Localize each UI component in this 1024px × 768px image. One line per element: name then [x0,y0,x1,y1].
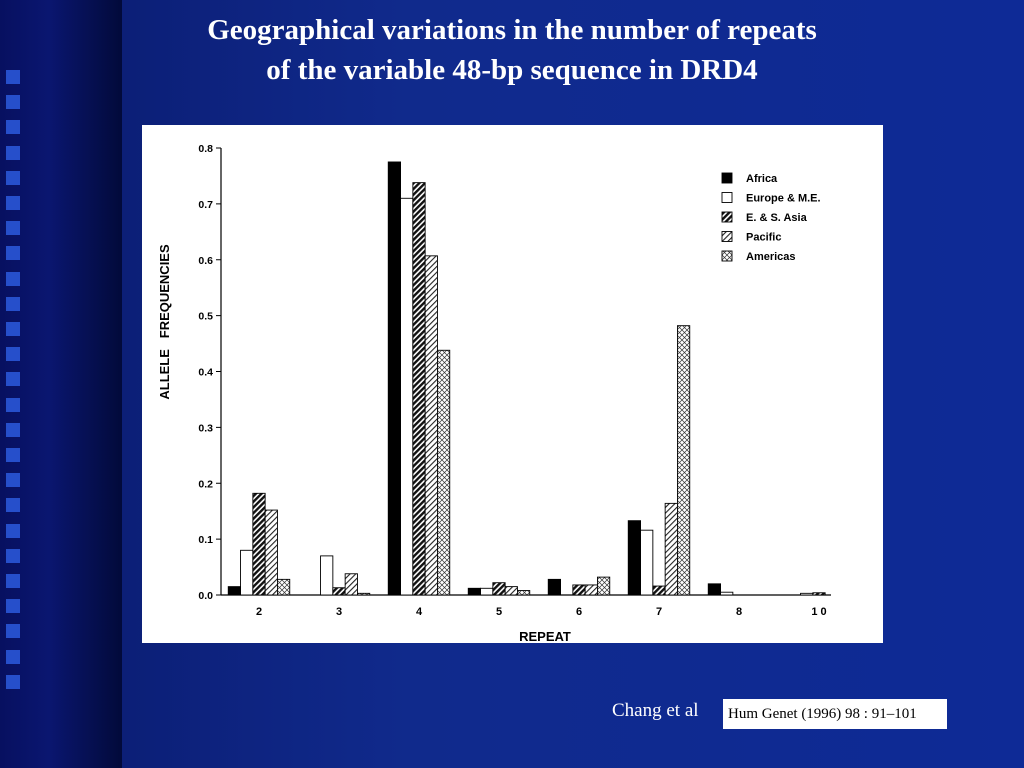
side-square [6,372,20,387]
legend-swatch [721,250,733,262]
legend-swatch [721,172,733,184]
side-square [6,246,20,261]
x-tick-label: 6 [576,606,582,618]
side-square [6,95,20,110]
chart-panel: 0.0 0.1 0.2 0.3 0.4 0.5 0.6 0.7 0.8 2 3 4 5 6 7 8 1 0 Af… [142,125,883,644]
bar [707,583,722,596]
x-tick-label: 8 [736,606,742,618]
bar [264,509,278,596]
bar [597,576,611,596]
bar [467,587,482,596]
bar [412,182,426,596]
bar [344,573,358,596]
y-tick-label: 0.4 [198,367,213,379]
axes: 0.0 0.1 0.2 0.3 0.4 0.5 0.6 0.7 0.8 2 3 4 5 6 7 8 1 0 [198,143,831,618]
bar [252,492,266,596]
side-square [6,448,20,462]
title-line-1: Geographical variations in the number of… [207,14,817,46]
y-tick-label: 0.3 [198,422,213,434]
side-square [6,473,20,488]
bar [652,585,666,596]
citation-author: Chang et al [612,700,699,721]
bar [627,520,642,596]
legend-swatch [721,192,733,203]
legend-label: Pacific [746,232,781,244]
y-tick-label: 0.2 [198,478,213,490]
bar [547,578,562,596]
title-line-2: of the variable 48-bp sequence in DRD4 [266,54,758,86]
side-square [6,271,20,286]
x-tick-label: 2 [256,606,262,618]
legend: Africa Europe & M.E. E. & S. Asia Pacific Am… [721,172,821,263]
x-tick-label: 1 0 [811,606,826,618]
y-tick-label: 0.1 [198,534,213,546]
bar [480,587,494,596]
side-square [6,296,20,311]
side-square [6,523,20,538]
legend-label: Americas [746,251,796,263]
bar [677,325,691,596]
citation-journal: Hum Genet (1996) 98 : 91–101 [723,699,947,729]
bar [504,586,518,596]
side-square-pattern [6,70,28,700]
legend-swatch [721,231,733,242]
side-square [6,674,20,689]
bar [572,584,586,596]
side-square [6,397,20,412]
bar [332,587,346,596]
y-tick-label: 0.0 [198,590,213,602]
y-tick-label: 0.5 [198,311,213,323]
x-tick-label: 5 [496,606,502,618]
bar [517,590,531,596]
bar [812,592,826,596]
bar [640,529,654,596]
side-square [6,422,20,437]
side-square [6,70,20,84]
bar [664,502,678,596]
x-axis-label: REPEAT [519,629,571,643]
side-square [6,145,20,160]
slide-title: Geographical variations in the number of… [122,10,902,90]
side-square [6,498,20,513]
x-tick-label: 7 [656,606,662,618]
side-square [6,624,20,639]
bars [227,161,826,596]
side-square [6,322,20,336]
bar [437,349,451,596]
bar [492,582,506,596]
y-tick-label: 0.8 [198,143,213,155]
side-square [6,196,20,210]
side-square [6,347,20,362]
legend-label: Europe & M.E. [746,193,821,205]
bar [800,592,814,596]
y-tick-label: 0.7 [198,199,213,211]
side-square [6,548,20,563]
side-square [6,221,20,236]
bar [276,578,291,596]
bar [584,584,598,596]
bar [356,592,371,596]
x-tick-label: 3 [336,606,342,618]
side-square [6,120,20,135]
bar [424,255,438,596]
side-square [6,649,20,664]
bar [240,549,254,596]
side-square [6,574,20,588]
legend-label: E. & S. Asia [746,212,808,224]
side-decoration-strip [0,0,122,768]
bar [320,555,334,596]
bar [400,197,414,596]
legend-swatch [721,211,733,223]
x-tick-label: 4 [416,606,423,618]
bar [387,161,402,596]
bar [720,591,734,596]
bar-chart: 0.0 0.1 0.2 0.3 0.4 0.5 0.6 0.7 0.8 2 3 4 5 6 7 8 1 0 Af… [157,143,831,644]
legend-label: Africa [746,173,778,185]
y-axis-label: ALLELE FREQUENCIES [157,244,172,400]
y-tick-label: 0.6 [198,255,213,267]
side-square [6,599,20,614]
bar [227,586,242,596]
side-square [6,170,20,185]
